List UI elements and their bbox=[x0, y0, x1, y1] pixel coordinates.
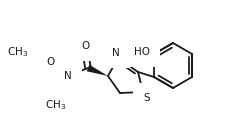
Text: CH$_3$: CH$_3$ bbox=[7, 45, 28, 59]
Text: S: S bbox=[144, 93, 150, 103]
Polygon shape bbox=[87, 65, 108, 76]
Text: N: N bbox=[112, 48, 120, 58]
Text: HO: HO bbox=[134, 47, 150, 57]
Text: O: O bbox=[46, 57, 54, 67]
Text: O: O bbox=[81, 41, 89, 51]
Text: CH$_3$: CH$_3$ bbox=[45, 98, 67, 112]
Text: N: N bbox=[64, 71, 72, 81]
